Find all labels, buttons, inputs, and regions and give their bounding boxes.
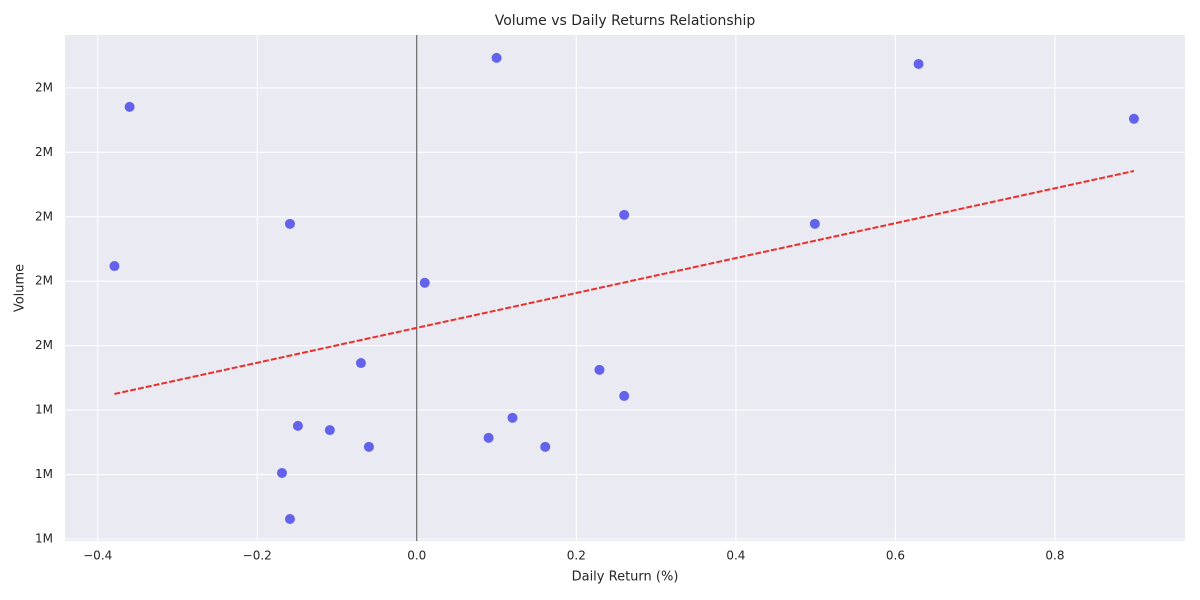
x-tick-label: −0.2 [243,549,272,563]
point [292,420,303,431]
y-tick-label: 2M [35,209,53,223]
x-tick-label: 0.4 [726,549,745,563]
y-tick-label: 2M [35,274,53,288]
y-tick-label: 1M [35,532,53,546]
point [124,101,135,112]
point [363,441,374,452]
y-tick-label: 2M [35,145,53,159]
point [324,425,335,436]
x-tick-label: 0.2 [567,549,586,563]
point [540,441,551,452]
x-tick-label: 0.8 [1045,549,1064,563]
point [491,52,502,63]
plot-area [65,35,1185,541]
point [483,432,494,443]
point [109,261,120,272]
y-tick-label: 2M [35,338,53,352]
x-axis-label: Daily Return (%) [572,570,679,585]
point [507,412,518,423]
trend-line [114,170,1135,395]
point [619,390,630,401]
point [284,218,295,229]
y-axis-label: Volume [13,264,28,312]
y-tick-label: 2M [35,80,53,94]
x-tick-label: 0.0 [407,549,426,563]
y-tick-label: 1M [35,467,53,481]
x-tick-label: 0.6 [886,549,905,563]
point [276,467,287,478]
point [594,364,605,375]
point [355,358,366,369]
chart-title: Volume vs Daily Returns Relationship [495,13,756,29]
x-tick-label: −0.4 [83,549,112,563]
point [619,209,630,220]
point [284,514,295,525]
point [913,59,924,70]
y-tick-label: 1M [35,403,53,417]
point [1128,113,1139,124]
point [809,218,820,229]
point [419,277,430,288]
